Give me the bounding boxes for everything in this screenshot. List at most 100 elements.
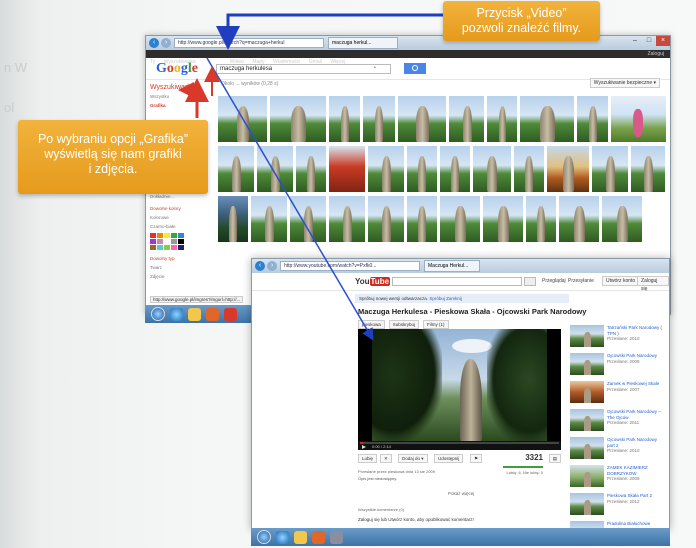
start-icon[interactable] (257, 530, 271, 544)
add-to-button[interactable]: Dodaj do ▾ (398, 454, 428, 463)
related-video-title[interactable]: Tatrzański Park Narodowy ( TPN ) (607, 325, 663, 336)
color-swatch[interactable] (178, 233, 184, 238)
color-swatch[interactable] (178, 245, 184, 250)
related-video-thumbnail[interactable] (570, 465, 604, 487)
image-result[interactable] (269, 96, 327, 142)
browser-tab[interactable]: Maczuga Herkul... (424, 260, 480, 272)
related-video-text[interactable]: ZAMEK KAZIMIERZ DOBRZYKOW Przesłane: 2009 (607, 465, 666, 490)
related-video-title[interactable]: Zamek w Pieskowej Skale (607, 381, 660, 386)
video-player[interactable]: 0:00 / 2:14 (358, 329, 561, 450)
image-result[interactable] (483, 196, 523, 242)
color-swatch[interactable] (150, 245, 156, 250)
image-result[interactable] (611, 96, 667, 142)
related-video-item[interactable]: ZAMEK KAZIMIERZ DOBRZYKOW Przesłane: 2009 (570, 465, 666, 490)
color-swatch[interactable] (150, 239, 156, 244)
forward-icon[interactable]: › (161, 38, 171, 48)
flag-icon[interactable]: ⚑ (470, 454, 483, 463)
create-account-button[interactable]: Utwórz konto (602, 276, 640, 286)
channel-name-button[interactable]: pieskowa (358, 320, 385, 329)
color-swatch[interactable] (171, 245, 177, 250)
related-video-thumbnail[interactable] (570, 493, 604, 515)
image-result[interactable] (631, 146, 665, 192)
image-result[interactable] (592, 146, 628, 192)
related-video-item[interactable]: Ojcowski Park Narodowy Przesłane: 2008 (570, 353, 666, 378)
link-browse[interactable]: Przeglądaj (542, 278, 566, 284)
color-swatch[interactable] (157, 233, 163, 238)
sidebar-item-wszystko[interactable]: Wszystko (150, 94, 170, 99)
search-input[interactable]: maczuga herkulesa (216, 64, 391, 74)
youtube-search-input[interactable] (392, 277, 522, 286)
related-video-item[interactable]: Zamek w Pieskowej Skale Przesłane: 2007 (570, 381, 666, 406)
image-result[interactable] (602, 196, 642, 242)
related-video-title[interactable]: Ojcowski Park Narodowy (607, 353, 658, 358)
videos-button[interactable]: Filmy (1) (423, 320, 449, 329)
browser-icon[interactable] (170, 307, 183, 321)
related-video-text[interactable]: Ojcowski Park Narodowy part 2 Przesłane: … (607, 437, 666, 462)
image-result[interactable] (363, 96, 395, 142)
share-button[interactable]: Udostępnij (434, 454, 464, 463)
nav-item[interactable]: Ty (150, 59, 156, 65)
image-result[interactable] (514, 146, 544, 192)
notice-link-close[interactable]: Zamknij (446, 296, 462, 301)
image-result[interactable] (251, 196, 287, 242)
filter-type-item[interactable]: Twarz (150, 265, 163, 270)
color-swatch[interactable] (157, 245, 163, 250)
media-player-icon[interactable] (312, 530, 325, 544)
minimize-icon[interactable]: – (633, 37, 637, 44)
image-result[interactable] (577, 96, 609, 142)
progress-bar[interactable] (360, 442, 559, 444)
forward-icon[interactable]: › (267, 261, 277, 271)
related-video-title[interactable]: ZAMEK KAZIMIERZ DOBRZYKOW (607, 465, 648, 476)
youtube-logo[interactable]: YouTube (355, 277, 391, 286)
image-result[interactable] (329, 196, 365, 242)
related-video-thumbnail[interactable] (570, 409, 604, 431)
image-result[interactable] (407, 146, 437, 192)
image-result[interactable] (329, 96, 361, 142)
related-video-title[interactable]: Pradolina Białuchowe (607, 521, 651, 526)
color-swatch[interactable] (164, 233, 170, 238)
related-video-text[interactable]: Pieskowa Skała Part 2 Przesłane: 2012 (607, 493, 652, 518)
related-video-item[interactable]: Ojcowski Park Narodowy part 2 Przesłane: … (570, 437, 666, 462)
back-icon[interactable]: ‹ (255, 261, 265, 271)
image-result[interactable] (519, 96, 575, 142)
related-video-thumbnail[interactable] (570, 437, 604, 459)
browser-icon[interactable] (276, 530, 289, 544)
color-swatch[interactable] (164, 239, 170, 244)
color-swatch[interactable] (150, 233, 156, 238)
search-button[interactable] (404, 63, 426, 74)
nav-item-wyszukiwarka[interactable]: Wyszukiwarka (163, 59, 196, 65)
color-swatch[interactable] (178, 239, 184, 244)
color-swatches[interactable] (150, 233, 214, 250)
image-result[interactable] (397, 96, 447, 142)
filter-type-item[interactable]: Zdjęcie (150, 274, 165, 279)
related-video-item[interactable]: Tatrzański Park Narodowy ( TPN ) Przesłan… (570, 325, 666, 350)
related-video-thumbnail[interactable] (570, 381, 604, 403)
image-result[interactable] (407, 196, 437, 242)
filter-heading-type[interactable]: Dowolny typ (150, 256, 175, 261)
image-result[interactable] (368, 196, 404, 242)
link-upload[interactable]: Przesyłanie (568, 278, 594, 284)
image-result[interactable] (547, 146, 589, 192)
image-result[interactable] (218, 196, 248, 242)
filter-heading-color[interactable]: Dowolne kolory (150, 206, 181, 211)
image-result[interactable] (329, 146, 365, 192)
media-player-icon[interactable] (206, 307, 219, 321)
maximize-icon[interactable]: □ (646, 37, 652, 44)
play-icon[interactable] (362, 445, 366, 449)
related-video-text[interactable]: Ojcowski Park Narodowy Przesłane: 2008 (607, 353, 657, 378)
notice-link-try[interactable]: Spróbuj (429, 296, 445, 301)
related-video-text[interactable]: Ojcowski Park Narodowy – The Ojców Przesł… (607, 409, 666, 434)
color-swatch[interactable] (171, 239, 177, 244)
related-video-item[interactable]: Pieskowa Skała Part 2 Przesłane: 2012 (570, 493, 666, 518)
image-result[interactable] (440, 196, 480, 242)
like-button[interactable]: Lubię (358, 454, 378, 463)
image-result[interactable] (487, 96, 517, 142)
image-result[interactable] (218, 96, 267, 142)
image-result[interactable] (559, 196, 599, 242)
image-result[interactable] (257, 146, 293, 192)
google-logo[interactable]: Google (156, 61, 198, 76)
related-video-title[interactable]: Pieskowa Skała Part 2 (607, 493, 653, 498)
start-icon[interactable] (151, 307, 165, 321)
related-video-thumbnail[interactable] (570, 325, 604, 347)
image-result[interactable] (218, 146, 254, 192)
